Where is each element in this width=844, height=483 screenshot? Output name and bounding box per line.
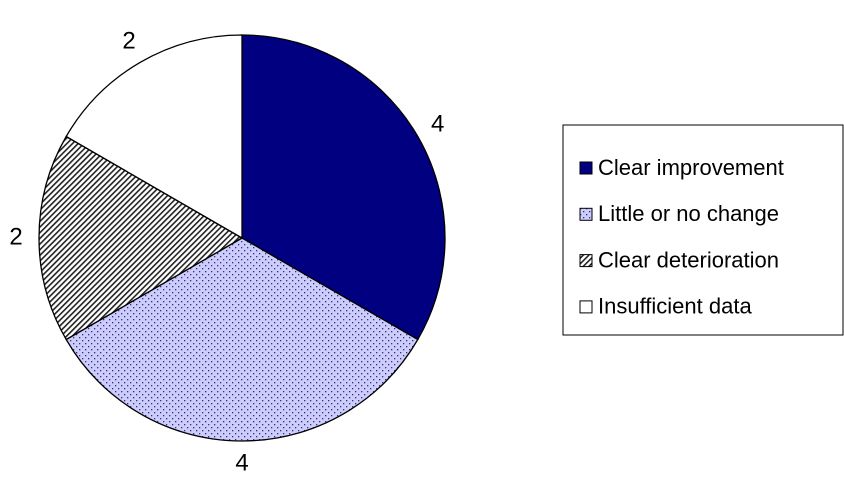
legend-swatch	[579, 161, 593, 175]
legend-label: Insufficient data	[598, 294, 752, 319]
legend-swatch	[579, 300, 593, 314]
legend-swatch	[579, 207, 593, 221]
slice-label: 4	[431, 110, 444, 137]
legend-label: Clear deterioration	[598, 247, 779, 272]
legend-label: Clear improvement	[598, 155, 784, 180]
legend-label: Little or no change	[598, 201, 779, 226]
slice-label: 2	[122, 28, 135, 55]
slice-label: 4	[235, 449, 248, 476]
pie-slice	[65, 34, 243, 240]
legend-swatch	[579, 254, 593, 268]
legend-box	[562, 124, 844, 336]
pie-slice	[65, 237, 419, 442]
slice-label: 2	[9, 223, 22, 250]
pie-slice	[241, 34, 446, 341]
pie-slice	[38, 135, 244, 341]
